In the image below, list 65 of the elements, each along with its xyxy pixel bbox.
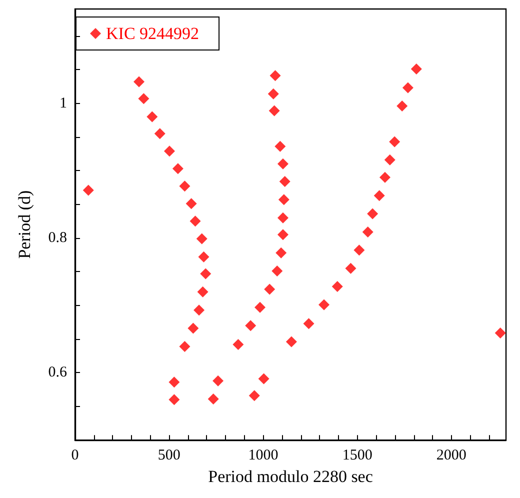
point: [268, 88, 279, 100]
point: [232, 338, 244, 350]
point: [194, 304, 205, 316]
point: [274, 140, 286, 152]
point: [168, 376, 180, 388]
point: [196, 233, 208, 244]
y-tick-label: 1: [60, 95, 67, 112]
point: [168, 394, 180, 406]
x-tick-label: 0: [71, 448, 79, 464]
point: [138, 93, 150, 104]
point: [277, 158, 288, 170]
point: [332, 281, 343, 292]
point: [254, 302, 266, 313]
point: [82, 184, 94, 196]
y-axis-title: Period (d): [15, 190, 34, 259]
y-tick-label: 0.6: [48, 364, 68, 381]
point: [345, 262, 356, 274]
point: [362, 226, 374, 238]
x-tick-label: 1000: [248, 448, 278, 464]
point: [494, 328, 506, 338]
x-axis-title: Period modulo 2280 sec: [208, 467, 374, 486]
point: [258, 373, 270, 384]
point: [374, 190, 385, 202]
point: [367, 208, 378, 220]
point: [146, 111, 158, 122]
point: [396, 100, 408, 112]
point: [276, 247, 287, 258]
point: [402, 82, 414, 94]
point: [198, 251, 210, 262]
point: [410, 63, 422, 74]
point: [212, 375, 224, 386]
point: [277, 229, 288, 240]
point: [379, 172, 390, 183]
point: [264, 284, 276, 295]
point: [277, 212, 288, 224]
point: [272, 266, 283, 277]
point: [190, 216, 201, 227]
point: [133, 76, 144, 88]
point: [286, 336, 297, 348]
point: [154, 128, 166, 140]
point: [200, 268, 212, 280]
point: [186, 198, 197, 210]
point: [179, 340, 190, 352]
y-tick-label: 0.8: [48, 230, 67, 246]
point: [208, 394, 219, 405]
point: [245, 320, 256, 332]
point: [188, 322, 199, 334]
point: [197, 286, 208, 298]
point: [172, 163, 184, 174]
point: [303, 318, 314, 330]
point: [164, 146, 175, 157]
point: [179, 180, 190, 192]
point: [384, 154, 396, 166]
point: [279, 176, 290, 187]
x-tick-label: 2000: [436, 448, 466, 464]
point: [268, 105, 280, 116]
point: [270, 70, 281, 82]
x-tick-label: 1500: [342, 448, 372, 464]
point: [389, 136, 400, 148]
legend-label: KIC 9244992: [106, 24, 200, 43]
point: [278, 194, 290, 206]
x-tick-label: 500: [158, 448, 180, 464]
point: [318, 299, 330, 310]
point: [248, 390, 260, 402]
point: [354, 244, 365, 256]
